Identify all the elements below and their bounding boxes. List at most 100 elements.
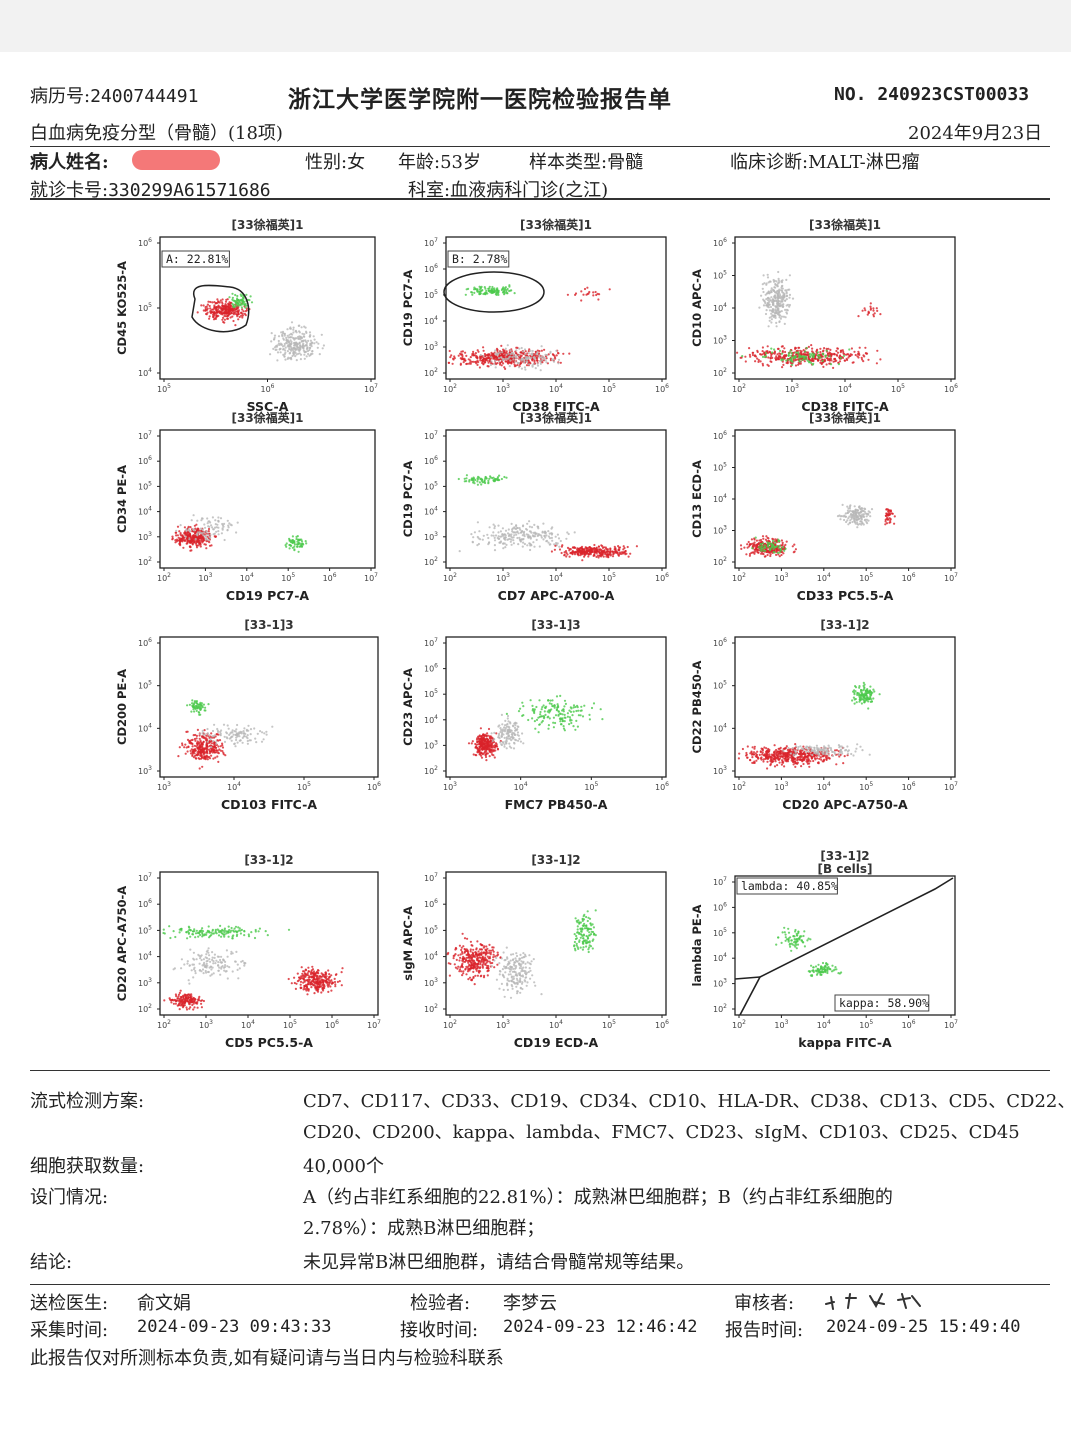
gating-line-2: 2.78%）：成熟B淋巴细胞群； <box>303 1218 545 1239</box>
plot-frame <box>445 636 667 778</box>
y-tick-label: 105 <box>424 688 438 699</box>
y-tick-label: 106 <box>713 430 727 441</box>
y-tick-label: 105 <box>424 289 438 300</box>
x-tick-label: 104 <box>817 572 831 583</box>
y-tick-label: 103 <box>713 765 727 776</box>
y-tick-label: 103 <box>424 977 438 988</box>
x-tick-label: 107 <box>364 572 378 583</box>
plot-y-label: CD45 KO525-A <box>115 261 129 355</box>
reviewer-signature <box>822 1288 932 1318</box>
gate-label-box <box>736 877 838 895</box>
x-tick-label: 105 <box>859 1019 873 1030</box>
flow-plot: [33徐福英]1 CD7 APC-A700-A CD19 PC7-A 102 103 10… <box>386 400 686 613</box>
plot-y-label: lambda PE-A <box>690 904 704 986</box>
plot-y-label: CD19 PC7-A <box>401 461 415 538</box>
y-tick-label: 102 <box>424 367 438 378</box>
gate-label-box <box>447 250 510 268</box>
y-tick-label: 105 <box>138 480 152 491</box>
x-tick-label: 104 <box>549 383 563 394</box>
x-tick-label: 103 <box>496 1019 510 1030</box>
viewer-top-bar <box>0 0 1071 52</box>
x-tick-label: 106 <box>655 781 669 792</box>
x-tick-label: 105 <box>283 1019 297 1030</box>
y-tick-label: 103 <box>424 341 438 352</box>
department: 科室:血液病科门诊(之江) <box>408 180 609 201</box>
sex: 性别:女 <box>305 152 366 173</box>
plot-x-label: CD19 PC7-A <box>226 588 310 603</box>
x-tick-label: 103 <box>157 781 171 792</box>
flow-plot: [33徐福英]1 CD19 PC7-A CD34 PE-A 102 103 104 105 1… <box>100 400 395 613</box>
plot-x-label: CD20 APC-A750-A <box>782 797 908 812</box>
collect-label: 采集时间: <box>30 1320 109 1341</box>
y-tick-label: 102 <box>424 765 438 776</box>
y-tick-label: 107 <box>424 237 438 248</box>
y-tick-label: 105 <box>713 462 727 473</box>
x-tick-label: 106 <box>655 383 669 394</box>
reviewer-label: 审核者: <box>734 1293 795 1314</box>
flow-plot: [33徐福英]1 SSC-A CD45 KO525-A 105 106 107 106 105… <box>100 207 395 424</box>
y-tick-label: 104 <box>713 952 727 963</box>
gate-polygon <box>191 284 250 333</box>
plot-x-label: CD19 ECD-A <box>514 1035 599 1050</box>
plot-frame <box>159 429 376 569</box>
flow-plot: [33-1]2 CD5 PC5.5-A CD20 APC-A750-A 102 103 1… <box>100 842 398 1060</box>
x-tick-label: 102 <box>443 383 457 394</box>
y-tick-label: 107 <box>713 876 727 887</box>
plot-y-label: CD19 PC7-A <box>401 270 415 347</box>
y-tick-label: 102 <box>713 1003 727 1014</box>
x-tick-label: 103 <box>496 572 510 583</box>
y-tick-label: 103 <box>138 765 152 776</box>
plot-x-label: CD5 PC5.5-A <box>225 1035 313 1050</box>
y-tick-label: 106 <box>424 455 438 466</box>
y-tick-label: 105 <box>138 924 152 935</box>
report-time-label: 报告时间: <box>725 1320 804 1341</box>
x-tick-label: 106 <box>902 1019 916 1030</box>
flow-plot: [33-1]3 CD103 FITC-A CD200 PE-A 103 104 105 10… <box>100 607 398 822</box>
conclusion-label: 结论: <box>30 1252 73 1273</box>
x-tick-label: 105 <box>602 383 616 394</box>
flow-plot: [33-1]2 CD20 APC-A750-A CD22 PB450-A 102 103… <box>675 607 975 822</box>
divider <box>30 1284 1050 1285</box>
report-paper <box>0 52 1071 1441</box>
gate-ellipse <box>443 271 545 313</box>
y-tick-label: 102 <box>138 556 152 567</box>
x-tick-label: 106 <box>367 781 381 792</box>
cell-count-label: 细胞获取数量: <box>30 1156 145 1177</box>
x-tick-label: 104 <box>817 781 831 792</box>
x-tick-label: 103 <box>198 572 212 583</box>
x-tick-label: 103 <box>774 781 788 792</box>
x-tick-label: 107 <box>944 1019 958 1030</box>
scheme-line-2: CD20、CD200、kappa、lambda、FMC7、CD23、sIgM、C… <box>303 1122 1020 1143</box>
x-tick-label: 104 <box>240 572 254 583</box>
x-tick-label: 102 <box>732 1019 746 1030</box>
plot-y-label: CD22 PB450-A <box>690 660 704 753</box>
plot-frame <box>445 429 667 569</box>
y-tick-label: 102 <box>713 367 727 378</box>
plot-y-label: sIgM APC-A <box>401 906 415 981</box>
y-tick-label: 103 <box>138 977 152 988</box>
y-tick-label: 104 <box>424 506 438 517</box>
gate-label: A: 22.81% <box>166 252 228 266</box>
plot-title: [33徐福英]1 <box>231 410 303 425</box>
gate-label: B: 2.78% <box>452 252 507 266</box>
y-tick-label: 107 <box>138 430 152 441</box>
y-tick-label: 104 <box>138 367 152 378</box>
x-tick-label: 105 <box>891 383 905 394</box>
x-tick-label: 106 <box>325 1019 339 1030</box>
y-tick-label: 102 <box>713 556 727 567</box>
x-tick-label: 102 <box>732 781 746 792</box>
plot-x-label: CD33 PC5.5-A <box>797 588 894 603</box>
receive-label: 接收时间: <box>400 1320 479 1341</box>
gate-label-box <box>161 250 230 268</box>
flow-plot: [33-1]2 [B cells] kappa FITC-A lambda PE-A 1… <box>675 846 975 1060</box>
flow-plot: [33徐福英]1 CD33 PC5.5-A CD13 ECD-A 102 103 104 1… <box>675 400 975 613</box>
hospital-title: 浙江大学医学院附一医院检验报告单 <box>288 86 672 113</box>
x-tick-label: 105 <box>281 572 295 583</box>
x-tick-label: 106 <box>655 1019 669 1030</box>
x-tick-label: 104 <box>227 781 241 792</box>
tester-label: 检验者: <box>410 1293 471 1314</box>
plot-y-label: CD10 APC-A <box>690 269 704 347</box>
divider <box>30 1070 1050 1071</box>
plot-title: [33徐福英]1 <box>520 217 592 232</box>
y-tick-label: 106 <box>424 898 438 909</box>
